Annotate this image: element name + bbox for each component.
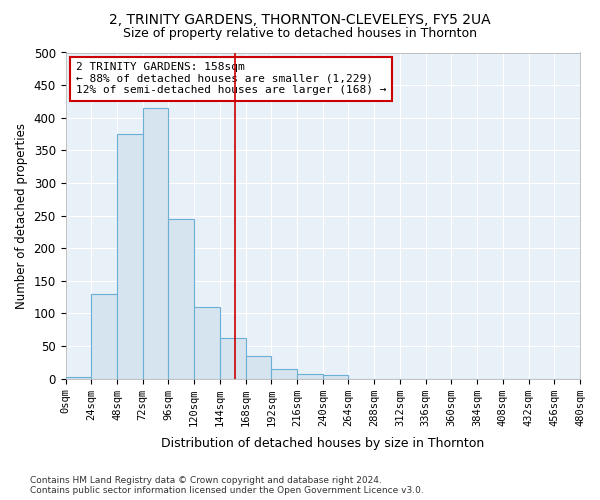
Bar — [117, 134, 143, 378]
Bar — [220, 338, 245, 378]
Bar — [194, 307, 220, 378]
Bar — [271, 369, 297, 378]
Bar — [245, 356, 271, 378]
Bar — [91, 294, 117, 378]
Text: Size of property relative to detached houses in Thornton: Size of property relative to detached ho… — [123, 28, 477, 40]
Text: 2 TRINITY GARDENS: 158sqm
← 88% of detached houses are smaller (1,229)
12% of se: 2 TRINITY GARDENS: 158sqm ← 88% of detac… — [76, 62, 386, 96]
Text: Contains HM Land Registry data © Crown copyright and database right 2024.
Contai: Contains HM Land Registry data © Crown c… — [30, 476, 424, 495]
Bar — [65, 376, 91, 378]
Bar — [169, 219, 194, 378]
Bar — [297, 374, 323, 378]
X-axis label: Distribution of detached houses by size in Thornton: Distribution of detached houses by size … — [161, 437, 484, 450]
Bar — [323, 375, 349, 378]
Y-axis label: Number of detached properties: Number of detached properties — [15, 122, 28, 308]
Bar — [143, 108, 169, 378]
Text: 2, TRINITY GARDENS, THORNTON-CLEVELEYS, FY5 2UA: 2, TRINITY GARDENS, THORNTON-CLEVELEYS, … — [109, 12, 491, 26]
